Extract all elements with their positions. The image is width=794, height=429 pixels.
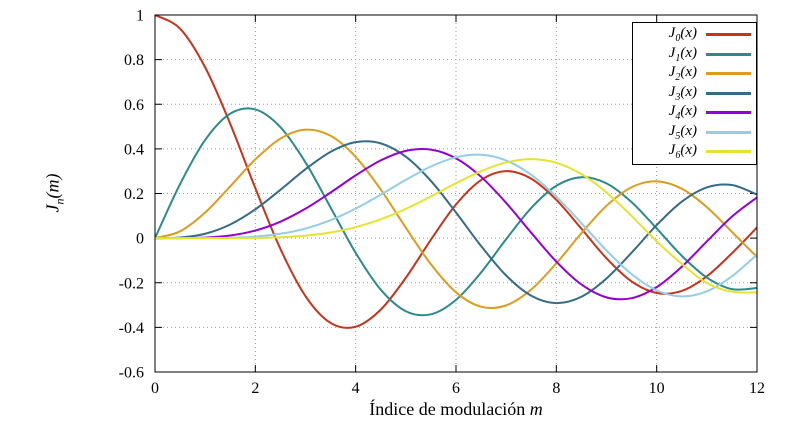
xlabel-text: Índice de modulación	[369, 399, 530, 419]
legend-line-sample	[706, 33, 751, 37]
plot-border	[154, 14, 758, 373]
y-tick-label: -0.6	[119, 365, 144, 382]
x-tick-label: 4	[352, 380, 360, 397]
legend-entry-label: J6(x)	[668, 142, 697, 162]
x-tick-label: 10	[649, 380, 665, 397]
legend-entry-J4(x): J4(x)	[645, 103, 751, 123]
legend-entry-J3(x): J3(x)	[645, 84, 751, 104]
y-tick-label: 0.8	[124, 52, 144, 69]
series-group	[155, 15, 757, 329]
series-line-J5(x)	[155, 153, 757, 298]
x-tick-label: 8	[552, 380, 560, 397]
legend-line-sample	[706, 72, 751, 76]
legend-entry-J1(x): J1(x)	[645, 45, 751, 65]
legend-entry-J2(x): J2(x)	[645, 64, 751, 84]
legend-entry-J5(x): J5(x)	[645, 123, 751, 143]
legend-entry-label: J2(x)	[668, 64, 697, 84]
x-tick-label: 0	[151, 380, 159, 397]
series-line-J3(x)	[155, 140, 757, 305]
y-tick-label: -0.4	[119, 320, 144, 337]
series-line-J2(x)	[155, 128, 757, 310]
y-tick-label: 0	[136, 231, 144, 248]
legend-line-sample	[706, 150, 751, 154]
legend-entry-label: J0(x)	[668, 25, 697, 45]
x-tick-label: 12	[749, 380, 765, 397]
ylabel-rest: (m)	[42, 173, 63, 199]
y-tick-label: 1	[136, 8, 144, 25]
legend-entry-label: J1(x)	[668, 44, 697, 64]
legend-entry-J0(x): J0(x)	[645, 25, 751, 45]
legend-entry-label: J5(x)	[668, 122, 697, 142]
legend-entry-J6(x): J6(x)	[645, 142, 751, 162]
legend-entry-label: J4(x)	[668, 103, 697, 123]
legend-line-sample	[706, 111, 751, 115]
series-line-J0(x)	[155, 15, 757, 329]
ylabel-base: J	[42, 204, 63, 213]
y-tick-label: 0.4	[124, 141, 144, 158]
legend: J0(x) J1(x) J2(x) J3(x) J4(x) J5(x) J6(x)	[632, 22, 757, 165]
y-tick-label: -0.2	[119, 275, 144, 292]
xlabel-variable: m	[529, 399, 543, 419]
x-tick-label: 6	[452, 380, 460, 397]
legend-line-sample	[706, 130, 751, 134]
series-line-J6(x)	[155, 158, 757, 294]
legend-line-sample	[706, 52, 751, 56]
y-tick-label: 0.2	[124, 186, 144, 203]
legend-line-sample	[706, 91, 751, 95]
y-tick-label: 0.6	[124, 97, 144, 114]
series-line-J1(x)	[155, 107, 757, 317]
y-axis-label: Jn(m)	[43, 174, 68, 213]
ylabel-subscript: n	[52, 198, 67, 205]
x-tick-label: 2	[251, 380, 259, 397]
legend-entry-label: J3(x)	[668, 83, 697, 103]
x-axis-label: Índice de modulación m	[369, 399, 542, 420]
